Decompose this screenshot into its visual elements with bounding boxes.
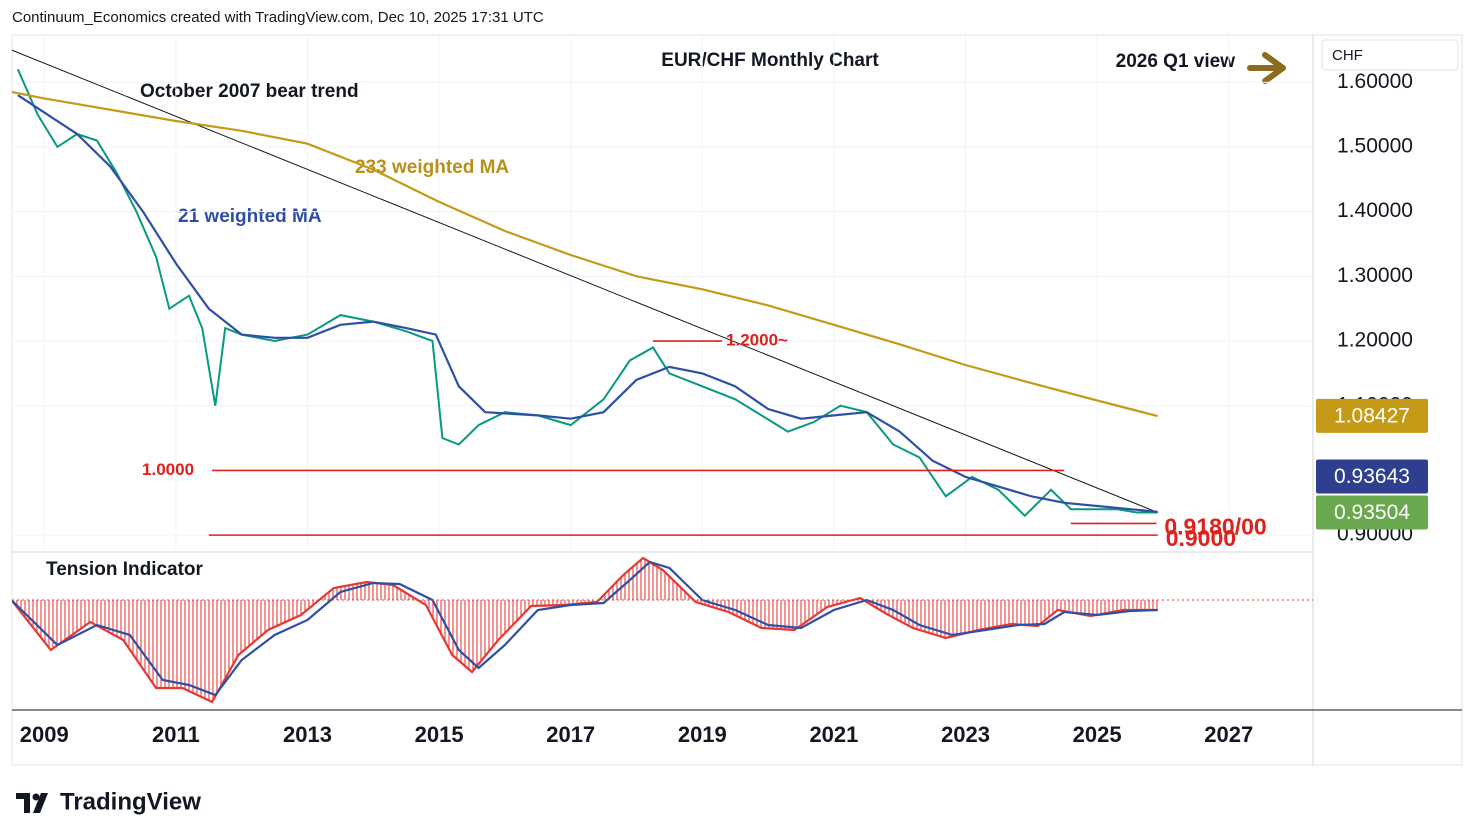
y-tick-label: 1.60000 <box>1337 70 1413 93</box>
x-tick-label: 2027 <box>1204 722 1253 747</box>
series-line <box>12 560 1158 697</box>
price-badge-label: 0.93643 <box>1334 465 1410 488</box>
level-label: 1.0000 <box>142 460 194 479</box>
price-badge <box>1316 459 1428 494</box>
x-tick-label: 2021 <box>809 722 858 747</box>
ma233-label: 233 weighted MA <box>355 157 509 178</box>
ma21-label: 21 weighted MA <box>178 206 322 227</box>
header: Continuum_Economics created with Trading… <box>12 9 544 26</box>
x-tick-label: 2009 <box>20 722 69 747</box>
x-tick-label: 2023 <box>941 722 990 747</box>
logo-icon <box>16 793 48 813</box>
currency: CHF <box>1332 47 1363 64</box>
x-tick-label: 2011 <box>152 722 200 747</box>
tension-title: Tension Indicator <box>46 559 204 580</box>
trend-line <box>12 49 1158 513</box>
logo-text: TradingView <box>60 788 201 815</box>
price-badge <box>1316 495 1428 530</box>
series-line <box>16 68 1158 518</box>
x-tick-label: 2017 <box>546 722 595 747</box>
view-arrow <box>1247 52 1286 84</box>
logo: TradingView <box>16 788 201 815</box>
plot-area <box>12 556 1158 704</box>
price-badge-label: 1.08427 <box>1334 404 1410 427</box>
y-tick-label: 1.40000 <box>1337 199 1413 222</box>
y-tick-label: 1.20000 <box>1337 329 1413 352</box>
x-tick-label: 2025 <box>1073 722 1122 747</box>
y-tick-label: 1.50000 <box>1337 134 1413 157</box>
level-label: 0.9000 <box>1166 525 1236 551</box>
x-tick-label: 2019 <box>678 722 727 747</box>
view-note: 2026 Q1 view <box>1116 51 1236 72</box>
y-tick-label: 1.30000 <box>1337 264 1413 287</box>
level-label: 0.9180/00 <box>1164 514 1266 540</box>
series-line <box>17 94 1158 513</box>
histogram-area <box>12 558 1158 702</box>
level-label: 1.2000~ <box>726 331 788 350</box>
currency-box <box>1321 39 1459 71</box>
price-badge-label: 0.93504 <box>1334 501 1410 524</box>
series-line <box>12 90 1158 418</box>
price-badge <box>1316 398 1428 433</box>
logo-dot <box>32 793 40 801</box>
plot-area <box>12 35 1313 550</box>
x-tick-label: 2013 <box>283 722 332 747</box>
x-tick-label: 2015 <box>415 722 464 747</box>
chart-title: EUR/CHF Monthly Chart <box>661 50 879 71</box>
frame <box>11 34 1463 766</box>
trend-label: October 2007 bear trend <box>140 81 359 102</box>
